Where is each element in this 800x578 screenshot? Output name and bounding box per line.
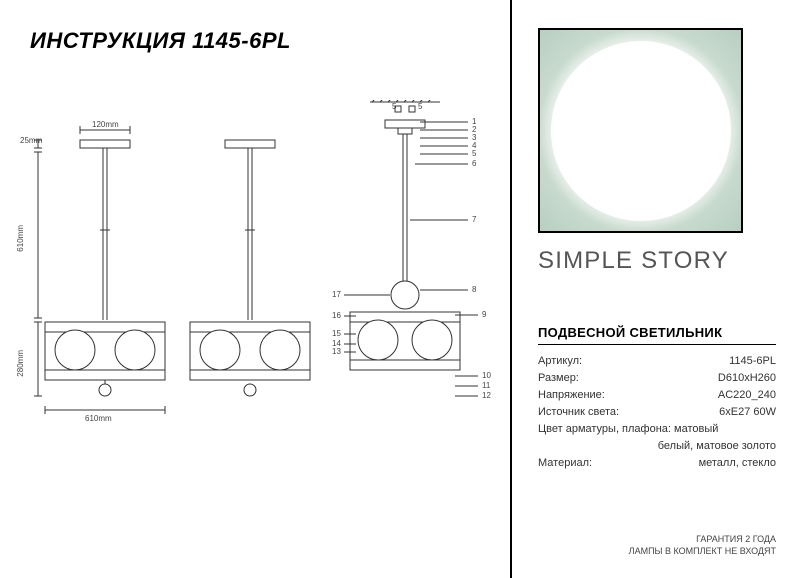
- callout-16: 16: [332, 311, 341, 320]
- callout-5: 5: [472, 149, 476, 158]
- right-panel: SIMPLE STORY ПОДВЕСНОЙ СВЕТИЛЬНИК Артику…: [510, 0, 800, 578]
- callout-8: 8: [472, 285, 476, 294]
- spec-color-line2: белый, матовое золото: [538, 438, 776, 455]
- dim-610w: 610mm: [85, 414, 112, 423]
- spec-label: Источник света:: [538, 404, 619, 421]
- page-title: ИНСТРУКЦИЯ 1145-6PL: [30, 28, 490, 54]
- spec-table: Артикул: 1145-6PL Размер: D610xH260 Напр…: [538, 353, 776, 472]
- spec-value: 6xE27 60W: [719, 404, 776, 421]
- vertical-divider: [510, 0, 512, 578]
- callout-6: 6: [472, 159, 476, 168]
- spec-label: Артикул:: [538, 353, 582, 370]
- left-panel: ИНСТРУКЦИЯ 1145-6PL: [0, 0, 510, 578]
- callout-17: 17: [332, 290, 341, 299]
- dim-25: 25mm: [20, 136, 42, 145]
- dim-280: 280mm: [16, 350, 25, 377]
- callout-15: 15: [332, 329, 341, 338]
- spec-value: D610xH260: [718, 370, 776, 387]
- spec-row: Материал: металл, стекло: [538, 455, 776, 472]
- footer-warranty: ГАРАНТИЯ 2 ГОДА: [538, 533, 776, 546]
- brand-name: SIMPLE STORY: [538, 247, 776, 275]
- footer-note: ЛАМПЫ В КОМПЛЕКТ НЕ ВХОДЯТ: [538, 545, 776, 558]
- callout-9: 9: [482, 310, 486, 319]
- spec-row: Источник света: 6xE27 60W: [538, 404, 776, 421]
- spec-label: Размер:: [538, 370, 579, 387]
- product-title: ПОДВЕСНОЙ СВЕТИЛЬНИК: [538, 325, 776, 340]
- callout-top-1: 5: [392, 102, 396, 111]
- spec-row: Напряжение: AC220_240: [538, 387, 776, 404]
- logo-circle: [551, 41, 731, 221]
- spec-label: Напряжение:: [538, 387, 605, 404]
- callout-12: 12: [482, 391, 491, 400]
- footer: ГАРАНТИЯ 2 ГОДА ЛАМПЫ В КОМПЛЕКТ НЕ ВХОД…: [538, 533, 776, 558]
- callout-10: 10: [482, 371, 491, 380]
- spec-row: Артикул: 1145-6PL: [538, 353, 776, 370]
- callout-11: 11: [482, 381, 490, 390]
- callout-top-2: 5: [418, 102, 422, 111]
- callout-14: 14: [332, 339, 341, 348]
- brand-logo: [538, 28, 743, 233]
- callout-7: 7: [472, 215, 476, 224]
- spec-row: Размер: D610xH260: [538, 370, 776, 387]
- callout-13: 13: [332, 347, 341, 356]
- technical-diagram: 120mm 25mm 610mm 280mm 610mm 5 5 1 2 3 4…: [30, 100, 490, 520]
- spec-color-line1: Цвет арматуры, плафона: матовый: [538, 421, 776, 438]
- dim-120: 120mm: [92, 120, 119, 129]
- spec-value: AC220_240: [718, 387, 776, 404]
- spec-value: металл, стекло: [699, 455, 776, 472]
- spec-label: Материал:: [538, 455, 592, 472]
- spec-value: 1145-6PL: [729, 353, 776, 370]
- spec-divider: [538, 344, 776, 345]
- dim-610h: 610mm: [16, 225, 25, 252]
